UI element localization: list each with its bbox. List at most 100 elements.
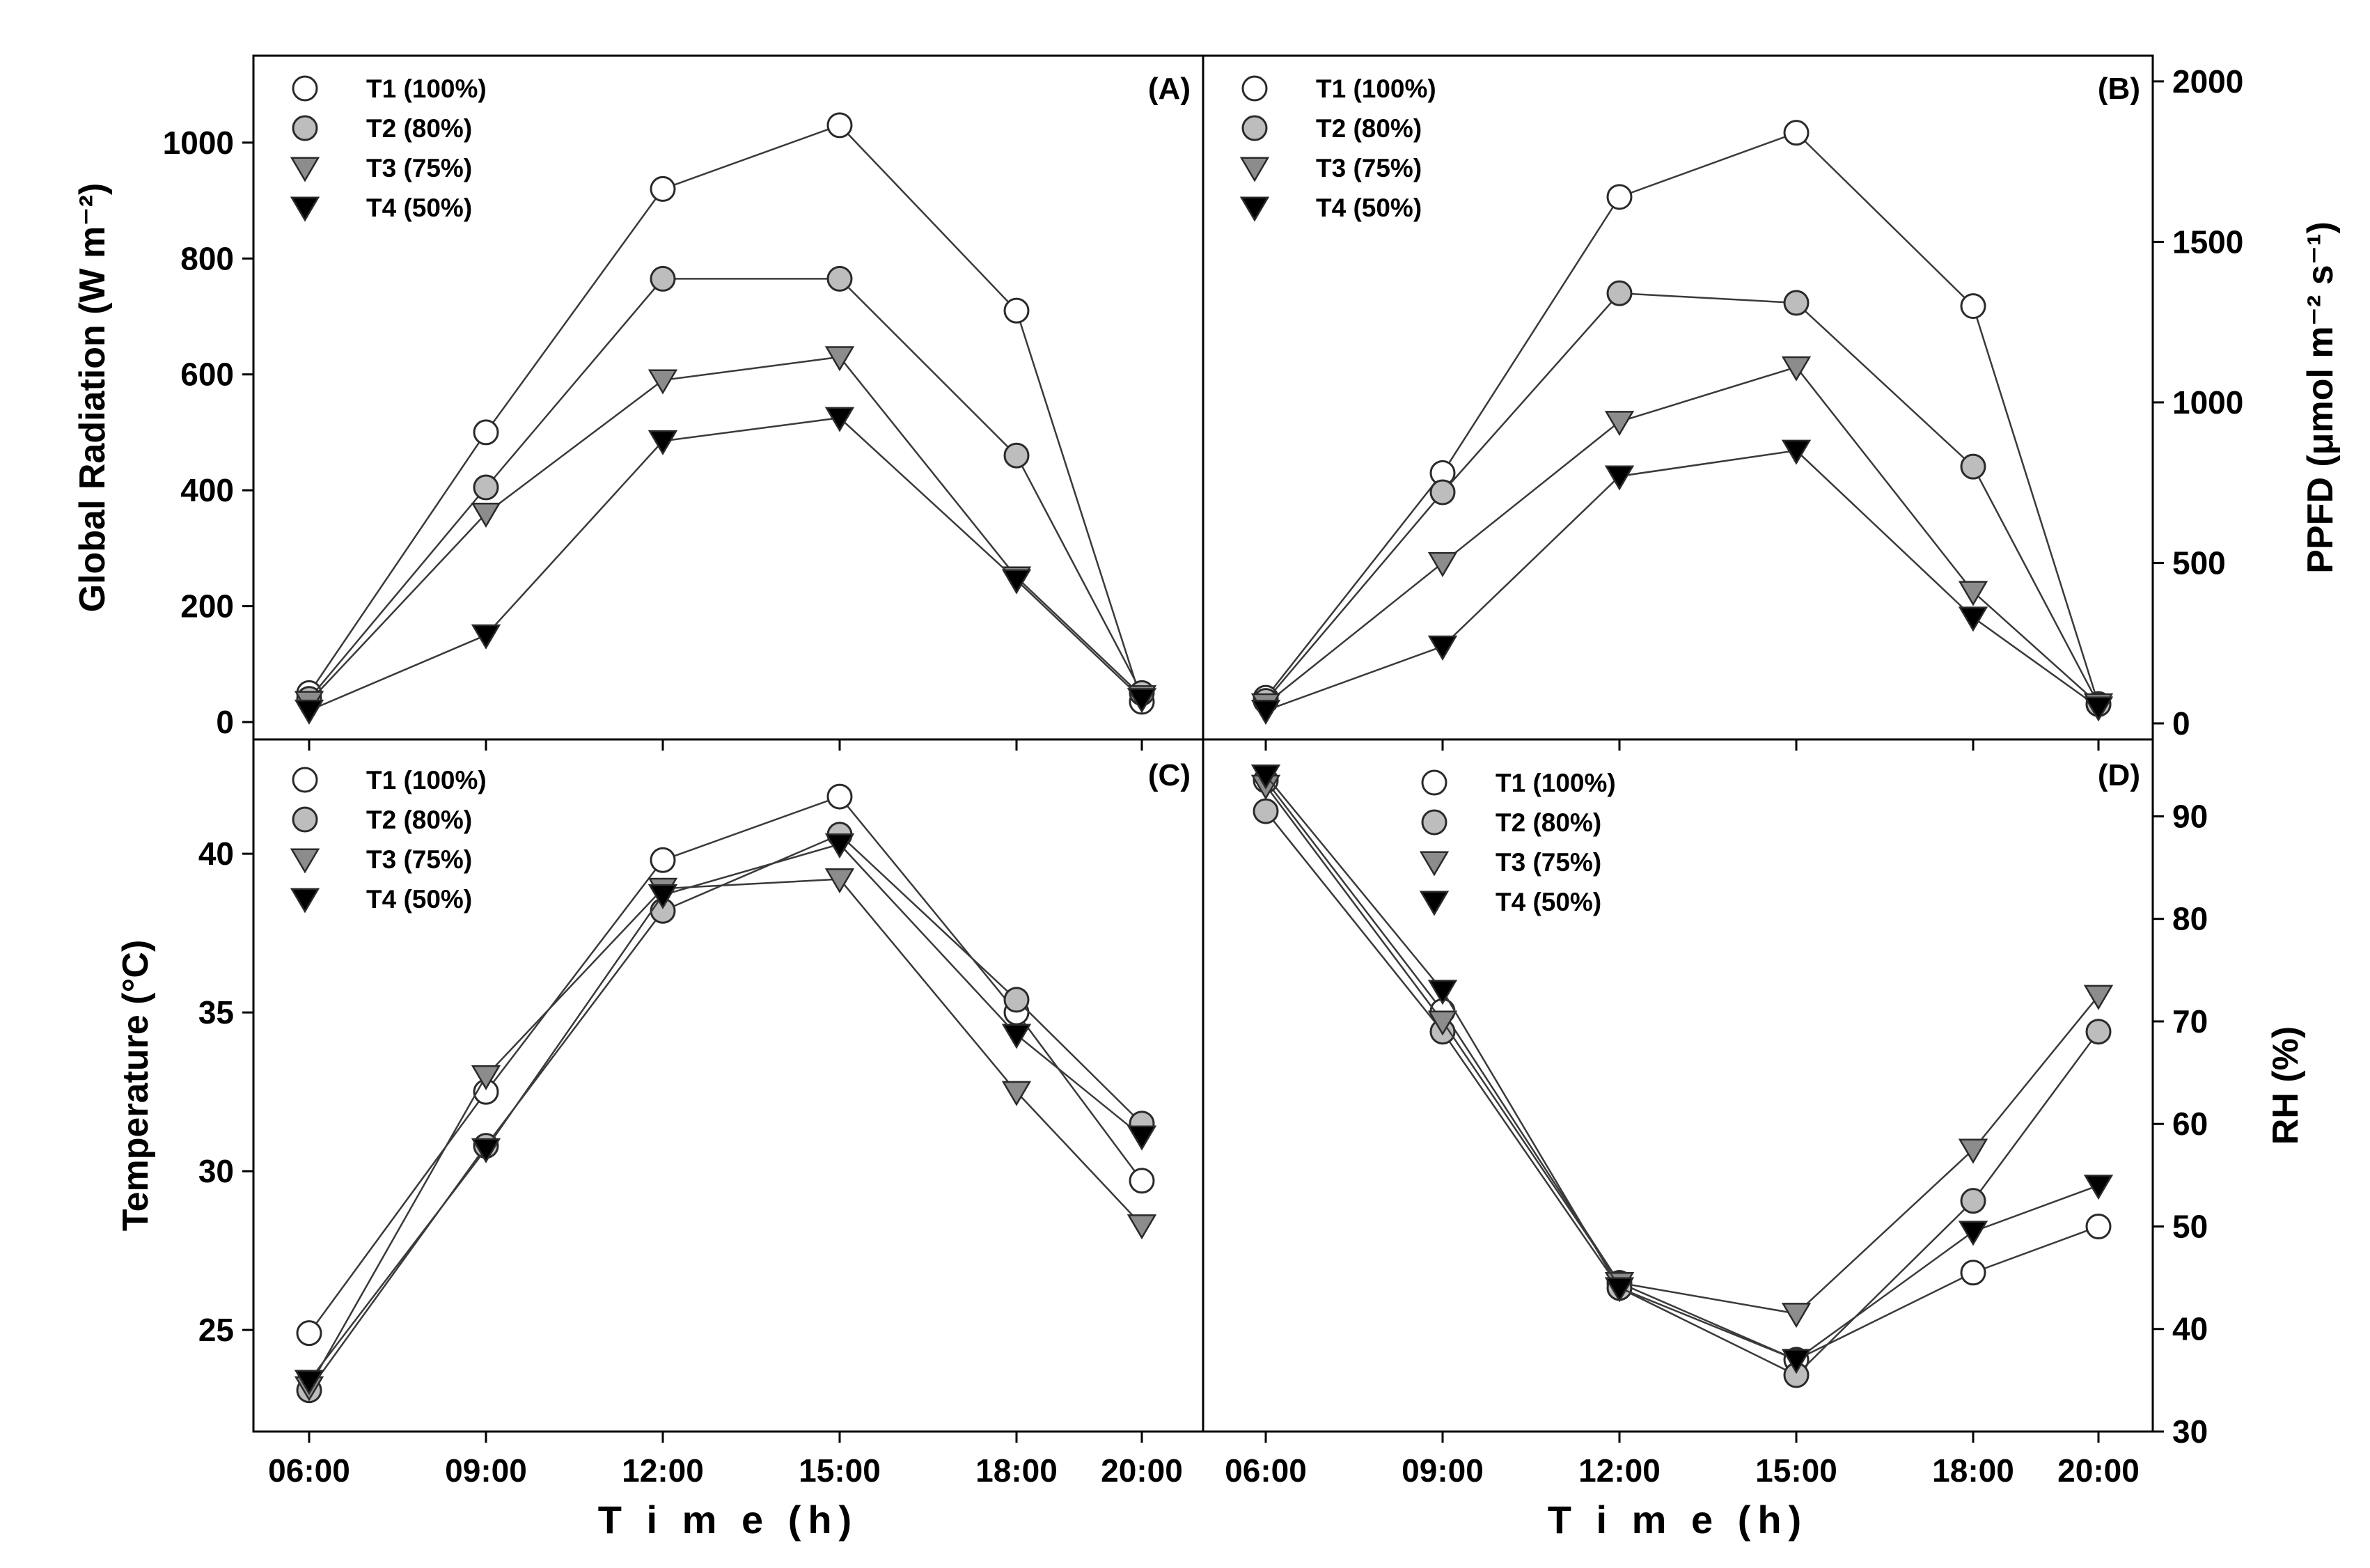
data-point: [1253, 798, 1279, 824]
data-point: [826, 265, 853, 292]
legend: T1 (100%) T2 (80%) T3 (75%) T4 (50%): [290, 766, 487, 914]
y-axis-title-d: RH (%): [2266, 1026, 2306, 1145]
legend-label: T1 (100%): [366, 766, 487, 794]
panel-c-frame: [252, 738, 1204, 1433]
legend-label: T1 (100%): [1316, 75, 1436, 103]
data-point: [2083, 1175, 2114, 1200]
panel-d-frame: [1202, 738, 2154, 1433]
legend-marker: [1239, 157, 1270, 182]
data-point: [471, 624, 501, 650]
legend-label: T1 (100%): [366, 75, 487, 103]
legend-label: T3 (75%): [366, 154, 472, 182]
y-tick-label: 25: [198, 1312, 234, 1348]
data-point: [1127, 1125, 1157, 1151]
x-axis-title-right: T i m e (h): [1548, 1498, 1808, 1542]
series-line: [1265, 780, 2099, 1361]
legend-label: T2 (80%): [1316, 114, 1422, 143]
data-point: [1604, 1277, 1635, 1303]
series-1: [296, 783, 1155, 1347]
series-line: [308, 795, 1143, 1334]
x-tick-label: 06:00: [268, 1452, 350, 1489]
y-tick-label: 2000: [2172, 63, 2243, 100]
data-point: [824, 407, 855, 432]
series-2: [1253, 798, 2112, 1388]
series-3: [1250, 356, 2114, 719]
y-tick-label: 600: [180, 356, 234, 393]
legend-label: T3 (75%): [1316, 154, 1422, 182]
legend-marker: [290, 848, 320, 874]
legend-marker: [290, 157, 320, 182]
data-point: [2085, 1019, 2112, 1045]
data-point: [1783, 120, 1810, 146]
series-line: [308, 833, 1143, 1391]
ticks-layer: 0 200 400 600 800 1000 0 500 1000 1500 2000 25 30 35 4…: [163, 63, 2244, 1489]
series-3: [294, 868, 1157, 1402]
legend-marker: [292, 75, 318, 102]
data-point: [1604, 411, 1635, 437]
data-point: [1960, 1260, 1986, 1286]
y-tick-label: 200: [180, 588, 234, 625]
x-tick-label: 18:00: [1932, 1452, 2014, 1489]
legend-label: T4 (50%): [366, 885, 472, 914]
data-point: [471, 1138, 501, 1163]
data-point: [1127, 688, 1157, 714]
data-point: [650, 265, 676, 292]
data-point: [1958, 581, 1988, 606]
y-tick-label: 60: [2172, 1106, 2208, 1142]
legend-marker: [1241, 75, 1268, 102]
y-tick-label: 80: [2172, 901, 2208, 937]
y-tick-label: 500: [2172, 544, 2226, 581]
data-point: [1427, 635, 1458, 661]
x-tick-label: 12:00: [1578, 1452, 1661, 1489]
legend: T1 (100%) T2 (80%) T3 (75%) T4 (50%): [1239, 75, 1436, 222]
legend-marker: [292, 767, 318, 793]
data-point: [473, 419, 499, 446]
data-point: [1003, 297, 1030, 324]
legend-label: T2 (80%): [1496, 808, 1601, 837]
x-tick-label: 20:00: [2057, 1452, 2140, 1489]
data-point: [648, 884, 678, 909]
legend-marker: [1421, 809, 1447, 836]
x-tick-label: 09:00: [445, 1452, 527, 1489]
data-point: [1127, 1214, 1157, 1240]
series-4: [294, 407, 1157, 725]
data-point: [1958, 1138, 1988, 1164]
data-point: [1604, 465, 1635, 491]
series-2: [296, 265, 1155, 712]
y-tick-label: 800: [180, 240, 234, 276]
x-tick-label: 12:00: [622, 1452, 704, 1489]
legend-label: T1 (100%): [1496, 769, 1616, 797]
x-tick-label: 09:00: [1402, 1452, 1484, 1489]
data-point: [648, 369, 678, 395]
y-tick-label: 40: [2172, 1311, 2208, 1347]
y-tick-label: 50: [2172, 1208, 2208, 1244]
series-1: [1253, 767, 2112, 1373]
series-4: [1250, 439, 2114, 726]
y-tick-label: 40: [198, 836, 234, 872]
y-tick-label: 1500: [2172, 224, 2243, 260]
data-point: [1003, 987, 1030, 1013]
x-tick-label: 06:00: [1225, 1452, 1307, 1489]
data-point: [2085, 1213, 2112, 1239]
legend-marker: [1419, 891, 1450, 916]
y-tick-label: 0: [2172, 705, 2190, 742]
y-tick-label: 1000: [2172, 384, 2243, 421]
data-point: [1960, 1188, 1986, 1214]
panel-label-d: (D): [2098, 758, 2140, 792]
data-point: [294, 699, 324, 725]
series-line: [308, 278, 1143, 700]
x-tick-label: 18:00: [975, 1452, 1058, 1489]
data-point: [1429, 479, 1456, 505]
data-point: [473, 474, 499, 501]
series-line: [308, 843, 1143, 1381]
legend-label: T3 (75%): [1496, 848, 1601, 877]
y-tick-label: 90: [2172, 798, 2208, 834]
legend-marker: [1241, 115, 1268, 141]
series-4: [1250, 765, 2114, 1374]
data-point: [471, 502, 501, 528]
data-point: [294, 1370, 324, 1395]
data-point: [1606, 184, 1633, 210]
legend-label: T2 (80%): [366, 114, 472, 143]
data-point: [2083, 985, 2114, 1010]
legend-label: T3 (75%): [366, 845, 472, 874]
